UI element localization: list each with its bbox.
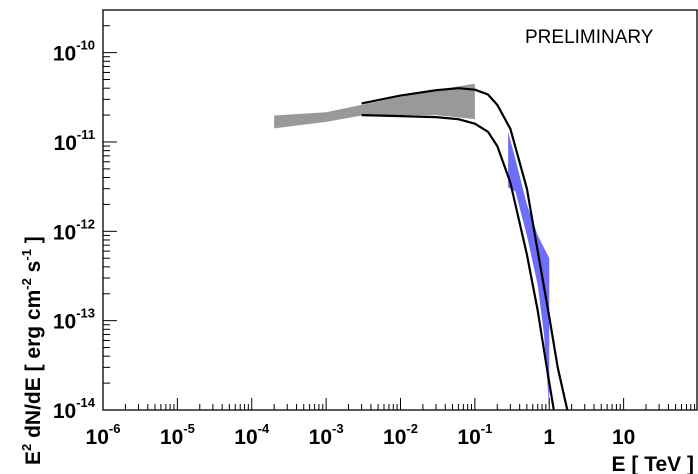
svg-text:E2 dN/dE [ erg cm-2 s-1 ]: E2 dN/dE [ erg cm-2 s-1 ] <box>19 236 45 465</box>
y-tick-label: 10-11 <box>54 127 95 155</box>
band-3 <box>274 83 475 129</box>
x-tick-label: 10-4 <box>234 421 270 449</box>
x-tick-label: 10-3 <box>309 421 344 449</box>
x-tick-label: 10-6 <box>86 421 121 449</box>
x-tick-label: 10 <box>612 426 635 449</box>
y-tick-label: 10-10 <box>53 38 95 66</box>
band-layer <box>274 83 550 410</box>
model-curve-1 <box>361 87 569 411</box>
curve-layer <box>361 87 569 411</box>
y-tick-label: 10-12 <box>53 216 95 244</box>
preliminary-label: PRELIMINARY <box>525 27 654 48</box>
x-tick-label: 10-5 <box>160 421 195 449</box>
x-tick-label: 10-1 <box>457 421 492 449</box>
plot-frame <box>102 9 698 411</box>
model-curve-2 <box>361 114 555 411</box>
y-axis-title: E2 dN/dE [ erg cm-2 s-1 ] <box>19 236 45 465</box>
band-4 <box>508 131 550 410</box>
y-tick-label: 10-13 <box>53 306 95 334</box>
x-axis-title: E [ TeV ] <box>612 453 694 474</box>
x-tick-label: 10-2 <box>383 421 418 449</box>
x-tick-label: 1 <box>543 426 555 449</box>
y-axis: 10-14 10-13 10-12 10-11 10-10 <box>53 9 117 423</box>
x-axis: 10-6 10-5 10-4 10-3 10-2 10-1 1 10 <box>86 398 696 449</box>
y-tick-label: 10-14 <box>53 395 96 423</box>
